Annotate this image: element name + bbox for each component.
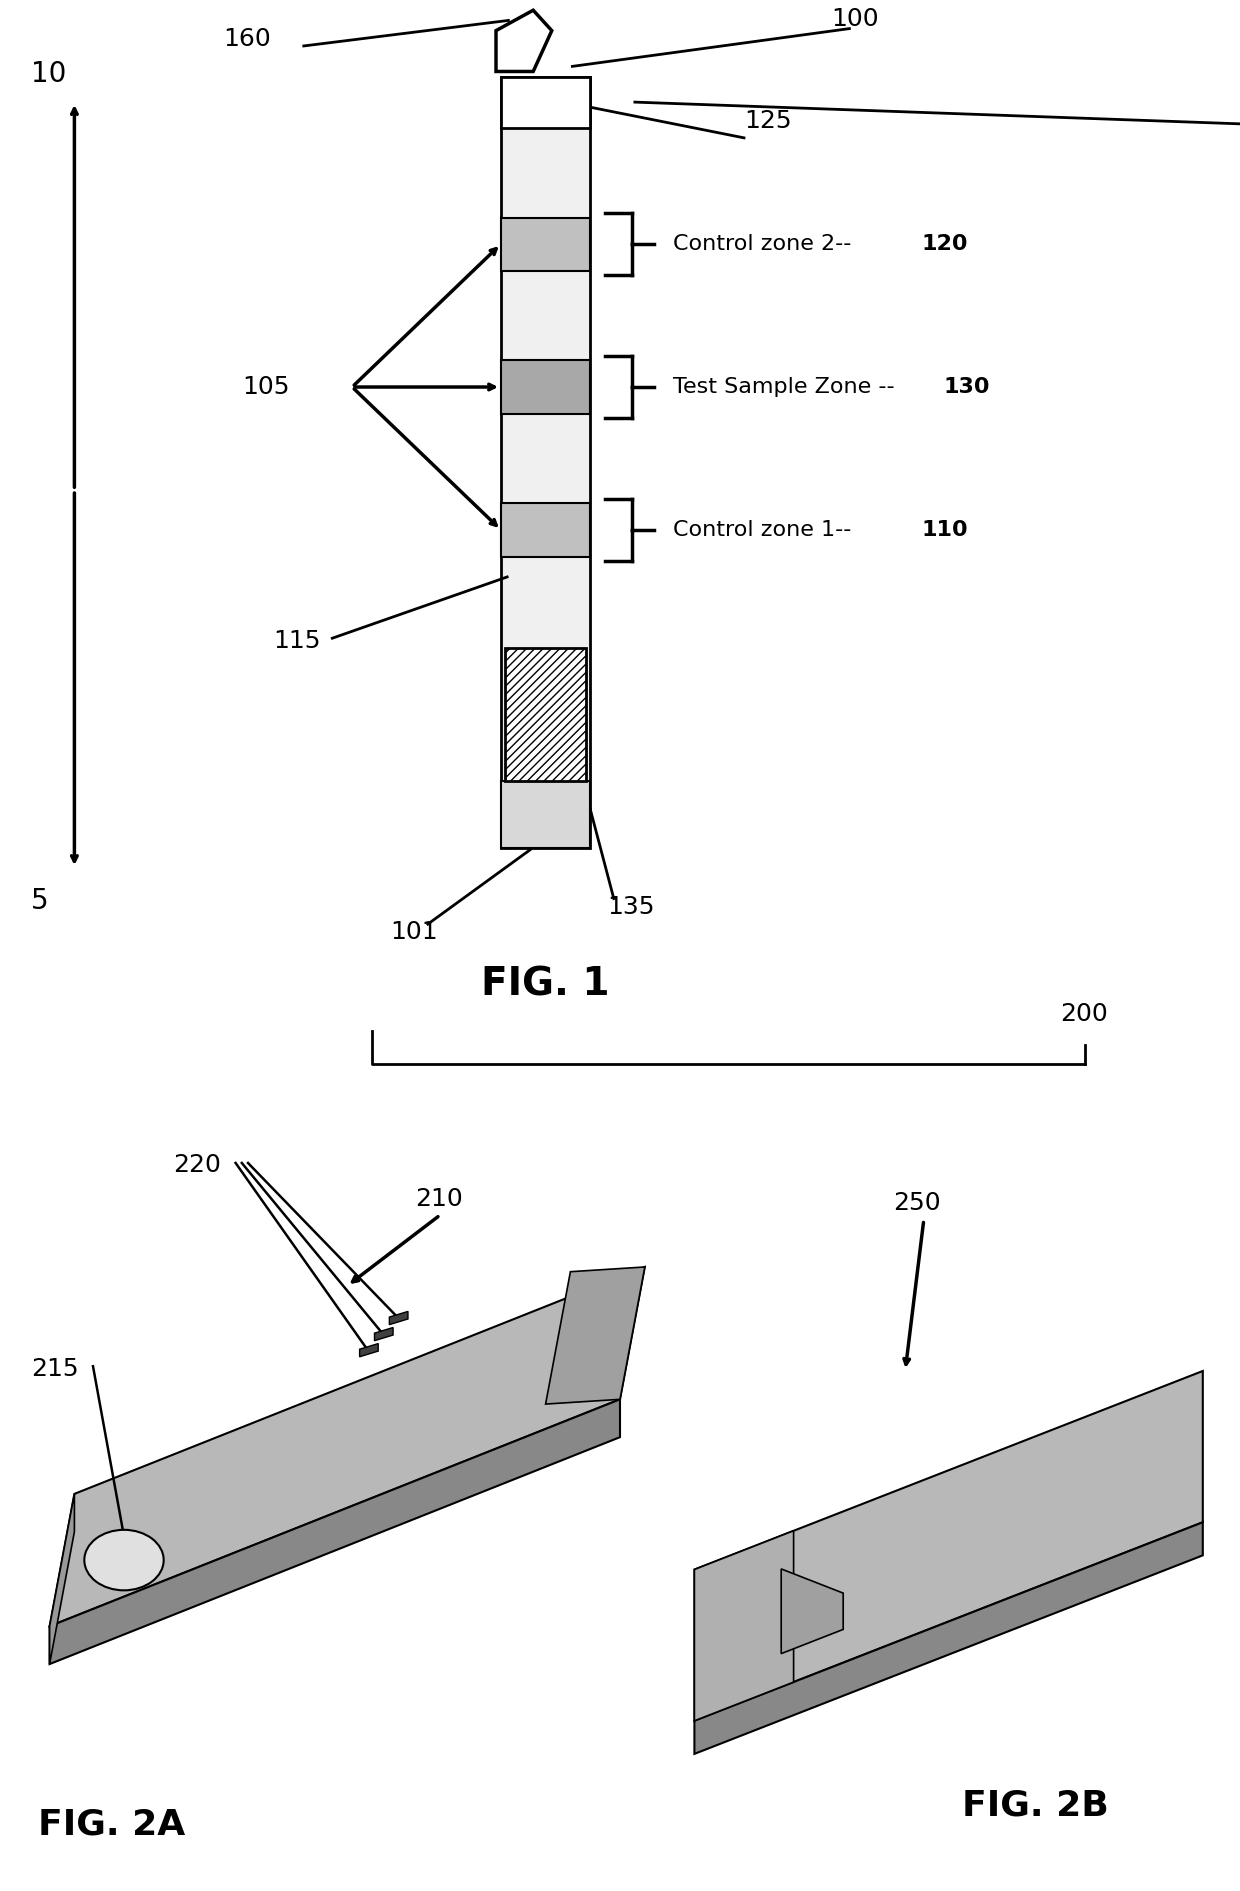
Text: 250: 250	[893, 1191, 940, 1216]
Polygon shape	[496, 9, 552, 72]
Text: 130: 130	[944, 376, 990, 397]
Polygon shape	[50, 1399, 620, 1664]
Polygon shape	[694, 1522, 1203, 1755]
Bar	[501, 503, 590, 556]
Text: Control zone 2--: Control zone 2--	[673, 234, 859, 253]
Polygon shape	[694, 1371, 1203, 1721]
Polygon shape	[360, 1343, 378, 1358]
Bar	[501, 781, 590, 847]
Text: FIG. 2B: FIG. 2B	[962, 1789, 1109, 1823]
Text: 10: 10	[31, 61, 67, 87]
Polygon shape	[374, 1327, 393, 1341]
Text: 210: 210	[415, 1186, 464, 1210]
Bar	[501, 76, 590, 129]
Polygon shape	[50, 1494, 74, 1664]
Bar	[501, 361, 590, 414]
Text: FIG. 1: FIG. 1	[481, 966, 610, 1004]
Text: 215: 215	[31, 1356, 78, 1380]
Text: 101: 101	[391, 921, 438, 944]
Text: 125: 125	[744, 108, 791, 132]
Text: 100: 100	[831, 6, 878, 30]
Text: 110: 110	[921, 520, 968, 541]
Polygon shape	[50, 1267, 645, 1626]
Text: 220: 220	[174, 1154, 222, 1178]
Polygon shape	[781, 1570, 843, 1653]
Text: 200: 200	[1060, 1002, 1109, 1027]
Polygon shape	[694, 1532, 794, 1721]
Polygon shape	[546, 1267, 645, 1403]
Text: 115: 115	[273, 630, 320, 654]
Polygon shape	[389, 1312, 408, 1324]
Bar	[506, 649, 585, 781]
Text: FIG. 2A: FIG. 2A	[38, 1808, 185, 1842]
Text: 105: 105	[243, 374, 290, 399]
Bar	[501, 78, 590, 847]
Text: 160: 160	[223, 26, 272, 51]
Bar	[501, 217, 590, 270]
Text: Control zone 1--: Control zone 1--	[673, 520, 859, 541]
Text: Test Sample Zone --: Test Sample Zone --	[673, 376, 895, 397]
Text: 120: 120	[921, 234, 968, 253]
Text: 5: 5	[31, 887, 48, 915]
Text: 135: 135	[608, 894, 655, 919]
Circle shape	[84, 1530, 164, 1590]
